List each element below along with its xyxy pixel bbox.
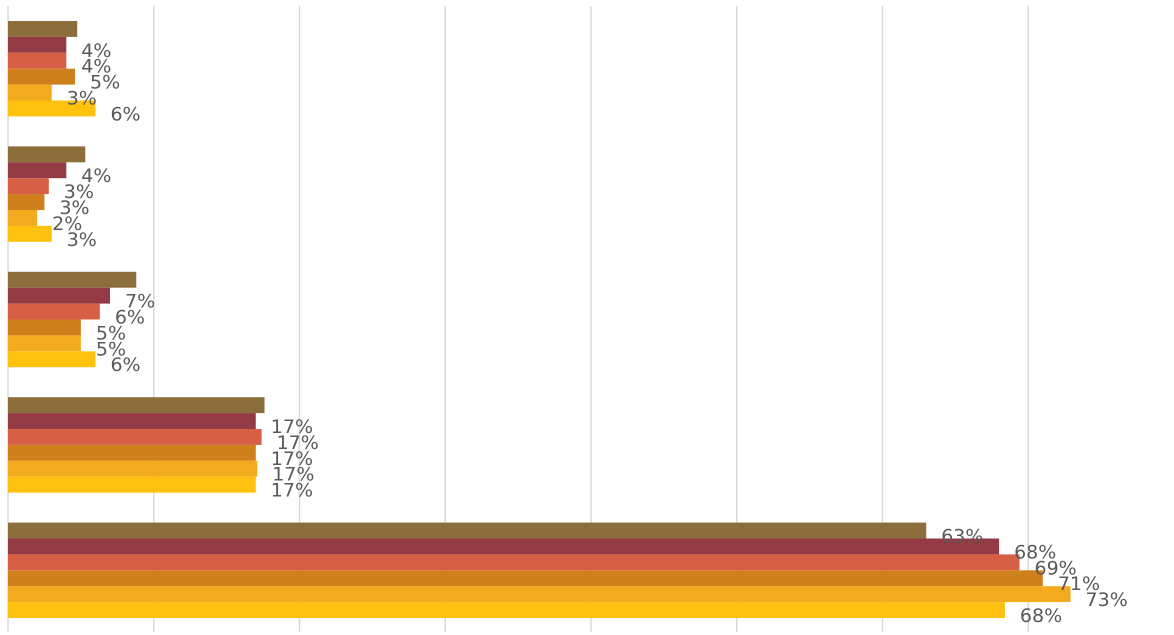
data-label: 6% — [115, 307, 145, 329]
data-label: 3% — [59, 197, 89, 219]
data-label: 5% — [96, 338, 126, 360]
data-label: 17% — [271, 480, 313, 502]
data-label: 6% — [110, 103, 140, 125]
bar — [8, 194, 45, 210]
data-label: 17% — [272, 464, 314, 486]
bar — [8, 84, 52, 101]
data-label: 17% — [271, 448, 313, 470]
bar — [8, 429, 262, 445]
bar — [8, 21, 78, 37]
bar — [8, 210, 38, 226]
data-label: 4% — [81, 165, 111, 187]
data-label: 3% — [67, 88, 97, 110]
data-label: 63% — [941, 526, 983, 548]
data-label: 4% — [81, 40, 111, 62]
bar — [8, 100, 96, 117]
data-label: 69% — [1035, 557, 1077, 579]
bar — [8, 319, 81, 336]
data-label: 3% — [64, 181, 94, 203]
bar — [8, 178, 49, 195]
data-label: 68% — [1014, 541, 1056, 563]
data-labels: 4%4%5%3%6%4%3%3%2%3%7%6%5%5%6%17%17%17%1… — [52, 40, 1128, 627]
bar — [8, 162, 67, 179]
bar — [8, 538, 1000, 555]
bar — [8, 460, 258, 477]
bar — [8, 522, 927, 539]
bar — [8, 444, 256, 461]
data-label: 2% — [52, 213, 82, 235]
bar — [8, 225, 52, 242]
bar — [8, 476, 256, 493]
bar — [8, 146, 86, 163]
data-label: 73% — [1086, 589, 1128, 611]
bar — [8, 602, 1005, 618]
bar — [8, 335, 81, 352]
data-label: 7% — [125, 291, 155, 313]
data-label: 5% — [96, 322, 126, 344]
bar — [8, 586, 1071, 603]
data-label: 17% — [277, 432, 319, 454]
bar — [8, 554, 1020, 571]
bar — [8, 570, 1043, 587]
bar — [8, 287, 111, 304]
bars — [8, 21, 1071, 618]
data-label: 68% — [1020, 605, 1062, 627]
bar — [8, 413, 256, 429]
gridlines — [7, 6, 1029, 632]
data-label: 71% — [1058, 573, 1100, 595]
bar — [8, 68, 76, 85]
bar — [8, 351, 96, 368]
bar — [8, 303, 100, 320]
bar — [8, 52, 67, 69]
data-label: 5% — [90, 72, 120, 94]
data-label: 4% — [81, 56, 111, 78]
data-label: 3% — [67, 229, 97, 251]
data-label: 17% — [271, 416, 313, 438]
bar — [8, 36, 67, 53]
bar — [8, 271, 137, 288]
bar — [8, 397, 265, 414]
data-label: 6% — [110, 354, 140, 376]
